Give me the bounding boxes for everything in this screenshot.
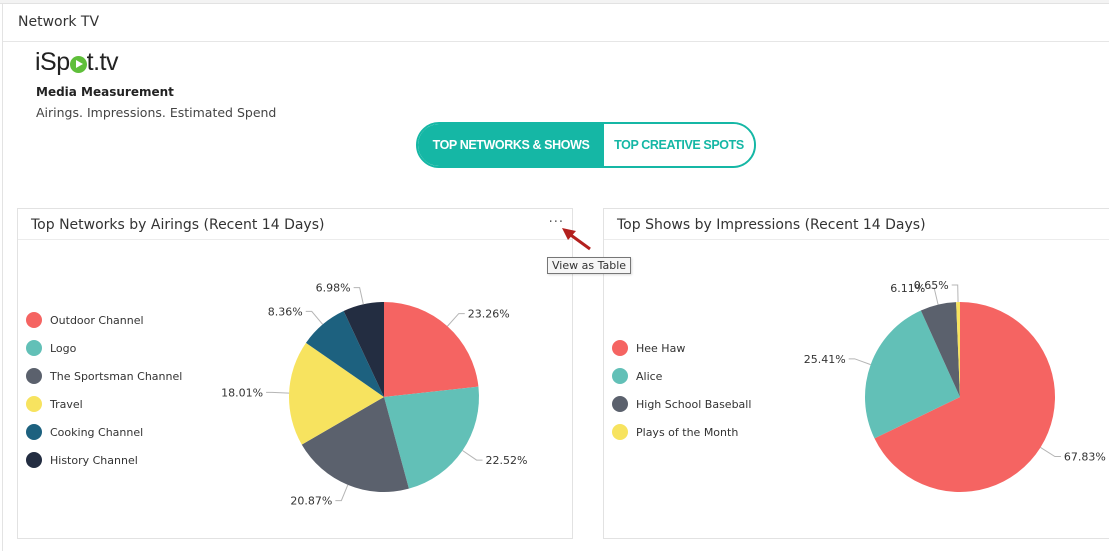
view-toggle: TOP NETWORKS & SHOWS TOP CREATIVE SPOTS: [416, 122, 756, 168]
legend-swatch: [612, 424, 628, 440]
brand-subtitle: Media Measurement: [36, 85, 174, 99]
legend-item[interactable]: Travel: [26, 390, 182, 418]
view-as-table-tooltip: View as Table: [547, 257, 632, 274]
legend-item[interactable]: High School Baseball: [612, 390, 751, 418]
legend-label: Logo: [50, 341, 77, 355]
legend-swatch: [612, 396, 628, 412]
legend-label: Alice: [636, 369, 663, 383]
label-connector: [353, 287, 364, 305]
chart-legend: Outdoor Channel Logo The Sportsman Channel…: [26, 306, 182, 474]
pie-slice[interactable]: [301, 397, 409, 492]
legend-label: History Channel: [50, 453, 138, 467]
shows-panel: Top Shows by Impressions (Recent 14 Days…: [603, 208, 1109, 539]
data-label: 18.01%: [221, 386, 263, 399]
more-options-button[interactable]: ···: [548, 215, 564, 230]
panel-header: Top Shows by Impressions (Recent 14 Days…: [604, 209, 1109, 240]
data-label: 20.87%: [290, 495, 332, 508]
legend-item[interactable]: The Sportsman Channel: [26, 362, 182, 390]
ispot-logo: iSp t.tv: [35, 50, 118, 75]
tab-top-creative-spots[interactable]: TOP CREATIVE SPOTS: [604, 124, 754, 166]
legend-item[interactable]: Logo: [26, 334, 182, 362]
widget-frame: Network TV: [2, 4, 1109, 551]
chart-legend: Hee Haw Alice High School Baseball Plays of…: [612, 334, 751, 446]
legend-item[interactable]: Outdoor Channel: [26, 306, 182, 334]
pie-slice[interactable]: [956, 302, 960, 397]
networks-pie-chart: 23.26% 22.52% 20.87% 18.01% 8.36% 6.98%: [221, 282, 528, 508]
legend-label: High School Baseball: [636, 397, 752, 411]
legend-label: Plays of the Month: [636, 425, 739, 439]
legend-label: Travel: [50, 397, 83, 411]
pie-slice[interactable]: [874, 302, 1055, 492]
legend-swatch: [26, 340, 42, 356]
page-title: Network TV: [18, 14, 100, 30]
legend-label: Cooking Channel: [50, 425, 144, 439]
data-label: 8.36%: [268, 305, 303, 318]
pie-slice[interactable]: [343, 302, 384, 397]
label-connector: [447, 313, 465, 327]
label-connector: [335, 484, 349, 502]
label-connector: [462, 450, 483, 461]
pointer-arrow-icon: [562, 228, 591, 251]
panel-title: Top Shows by Impressions (Recent 14 Days…: [617, 217, 926, 233]
legend-item[interactable]: Hee Haw: [612, 334, 751, 362]
pie-slice[interactable]: [920, 302, 960, 397]
label-connector: [848, 358, 871, 366]
panel-header: Top Networks by Airings (Recent 14 Days)…: [18, 209, 572, 240]
label-connector: [928, 287, 939, 305]
data-label: 25.41%: [804, 353, 846, 366]
top-strip: [0, 0, 1109, 4]
pie-slice[interactable]: [289, 342, 384, 445]
logo-text-prefix: iSp: [35, 48, 70, 76]
label-connector: [266, 391, 290, 394]
legend-swatch: [26, 396, 42, 412]
legend-item[interactable]: Alice: [612, 362, 751, 390]
logo-text-suffix: t.tv: [86, 48, 119, 76]
legend-swatch: [26, 368, 42, 384]
play-icon: [69, 55, 87, 73]
legend-swatch: [26, 452, 42, 468]
data-label: 67.83%: [1064, 451, 1106, 464]
pie-slice[interactable]: [305, 310, 384, 397]
legend-item[interactable]: Cooking Channel: [26, 418, 182, 446]
legend-label: The Sportsman Channel: [50, 369, 183, 383]
data-label: 6.98%: [316, 282, 351, 295]
pie-slice[interactable]: [384, 302, 479, 397]
networks-panel: Top Networks by Airings (Recent 14 Days)…: [17, 208, 573, 539]
legend-swatch: [26, 424, 42, 440]
data-label: 6.11%: [890, 282, 925, 295]
legend-item[interactable]: Plays of the Month: [612, 418, 751, 446]
legend-swatch: [612, 368, 628, 384]
legend-swatch: [26, 312, 42, 328]
label-connector: [1040, 447, 1061, 458]
data-label: 0.65%: [914, 279, 949, 292]
brand-tagline: Airings. Impressions. Estimated Spend: [36, 105, 277, 120]
legend-label: Hee Haw: [636, 341, 686, 355]
label-connector: [951, 284, 959, 303]
legend-swatch: [612, 340, 628, 356]
pie-slice[interactable]: [865, 310, 960, 439]
shows-pie-chart: 67.83% 25.41% 6.11%0.65%: [804, 279, 1106, 492]
data-label: 22.52%: [486, 454, 528, 467]
page-header: Network TV: [3, 4, 1109, 42]
tab-top-networks-shows[interactable]: TOP NETWORKS & SHOWS: [418, 124, 604, 166]
legend-label: Outdoor Channel: [50, 313, 144, 327]
legend-item[interactable]: History Channel: [26, 446, 182, 474]
panel-title: Top Networks by Airings (Recent 14 Days): [31, 217, 325, 233]
data-label: 23.26%: [468, 308, 510, 321]
label-connector: [305, 310, 324, 325]
pie-slice[interactable]: [384, 386, 480, 489]
